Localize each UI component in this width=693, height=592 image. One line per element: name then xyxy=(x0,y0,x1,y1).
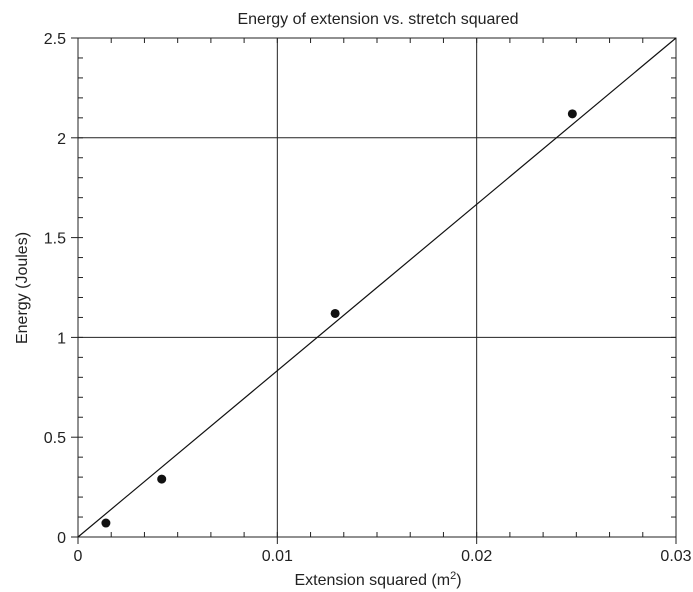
grid-lines xyxy=(78,38,676,537)
y-tick-label: 2.5 xyxy=(44,31,66,48)
data-point xyxy=(567,109,577,119)
x-axis-ticks: 0 0.01 0.02 0.03 xyxy=(74,537,692,565)
y-tick-label: 0 xyxy=(57,530,66,547)
x-tick-label: 0.03 xyxy=(660,548,691,565)
y-tick-label: 2 xyxy=(57,131,66,148)
data-point xyxy=(101,518,111,528)
x-axis-label-text: Extension squared (m xyxy=(294,572,450,589)
y-tick-label: 1.5 xyxy=(44,231,66,248)
x-axis-label: Extension squared (m2) xyxy=(294,570,461,589)
data-points xyxy=(101,109,577,528)
x-axis-label-suffix: ) xyxy=(456,572,461,589)
x-axis-label-superscript: 2 xyxy=(450,570,456,582)
data-point xyxy=(157,474,167,484)
x-tick-label: 0.02 xyxy=(461,548,492,565)
y-tick-label: 0.5 xyxy=(44,430,66,447)
y-axis-label: Energy (Joules) xyxy=(14,232,31,344)
y-tick-label: 1 xyxy=(57,330,66,347)
x-tick-label: 0 xyxy=(74,548,83,565)
x-tick-label: 0.01 xyxy=(262,548,293,565)
chart-title: Energy of extension vs. stretch squared xyxy=(237,11,518,28)
data-point xyxy=(330,308,340,318)
y-axis-ticks: 0 0.5 1 1.5 2 2.5 xyxy=(44,31,78,547)
plot-frame xyxy=(77,37,677,538)
fit-line xyxy=(77,37,677,538)
